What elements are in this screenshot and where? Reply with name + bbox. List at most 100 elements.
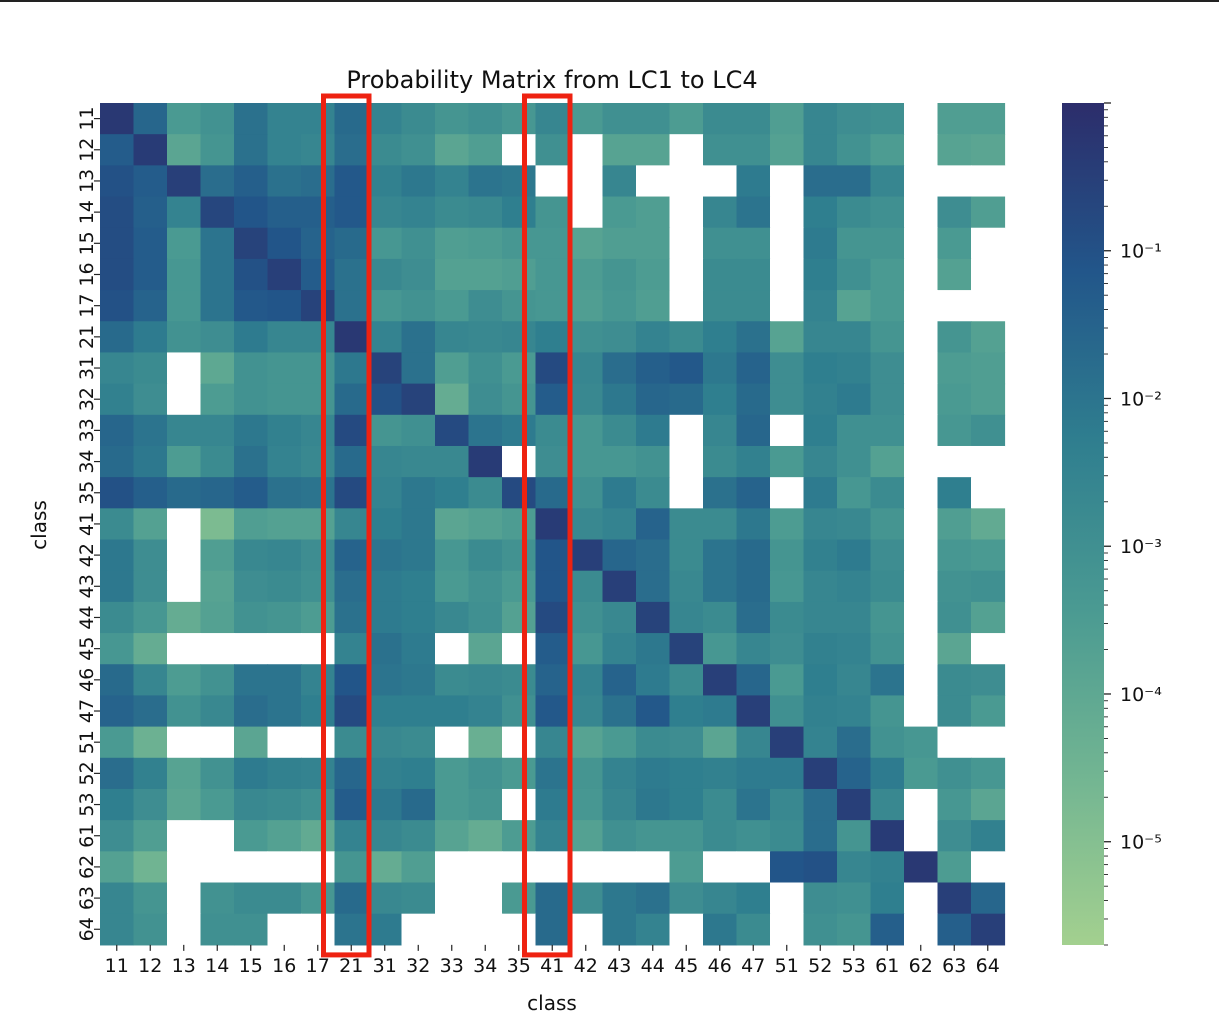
heatmap-cell-63-42 [569,882,604,915]
heatmap-cell-33-52 [803,414,838,447]
heatmap-cell-43-16 [267,570,302,603]
heatmap-cell-41-34 [468,508,503,541]
y-tick-label-64: 64 [76,917,98,941]
heatmap-cell-45-33 [435,633,470,665]
heatmap-cell-41-42 [569,508,604,541]
heatmap-cell-64-11 [100,913,135,946]
heatmap-cell-15-61 [870,227,905,260]
x-tick-label-53: 53 [842,955,866,977]
heatmap-cell-51-21 [334,726,369,759]
heatmap-cell-34-14 [200,445,235,478]
heatmap-cell-17-21 [334,290,369,322]
heatmap-cell-33-32 [401,414,436,447]
heatmap-cell-45-53 [837,633,872,665]
heatmap-cell-52-13 [167,757,202,790]
heatmap-cell-15-41 [535,227,570,260]
heatmap-cell-33-46 [703,414,738,447]
heatmap-cell-62-14 [200,851,235,884]
heatmap-cell-33-12 [133,414,168,447]
heatmap-cell-33-47 [736,414,771,447]
heatmap-cell-64-12 [133,913,168,946]
heatmap-cell-35-11 [100,477,135,509]
heatmap-cell-61-45 [669,820,704,852]
heatmap-cell-21-17 [301,321,336,354]
heatmap-cell-41-15 [234,508,269,541]
heatmap-cell-17-31 [368,290,403,322]
y-axis-ticks: 11 12 13 14 15 16 17 21 31 32 33 34 35 41 42 43 44 45 46 47… [76,106,100,941]
heatmap-cell-47-32 [401,695,436,728]
heatmap-cell-12-47 [736,134,771,166]
heatmap-cell-43-11 [100,570,135,603]
x-tick-label-11: 11 [105,955,129,977]
heatmap-cell-53-16 [267,788,302,821]
heatmap-cell-42-41 [535,539,570,572]
heatmap-cell-42-64 [971,539,1006,572]
heatmap-cell-64-52 [803,913,838,946]
heatmap-cell-12-45 [669,134,704,166]
heatmap-cell-42-45 [669,539,704,572]
heatmap-cell-63-43 [602,882,637,915]
heatmap-cell-42-13 [167,539,202,572]
heatmap-cell-47-13 [167,695,202,728]
heatmap-cell-31-63 [937,352,972,385]
heatmap-cell-12-15 [234,134,269,166]
heatmap-cell-32-13 [167,383,202,416]
heatmap-cell-47-34 [468,695,503,728]
heatmap-cell-61-64 [971,820,1006,852]
heatmap-cell-31-34 [468,352,503,385]
heatmap-cell-33-53 [837,414,872,447]
heatmap-cell-17-63 [937,290,972,322]
heatmap-cell-31-35 [502,352,537,385]
heatmap-cell-46-34 [468,664,503,697]
heatmap-cell-42-53 [837,539,872,572]
heatmap-cell-53-52 [803,788,838,821]
colorbar-tick-label: 10⁻² [1120,388,1162,410]
heatmap-cell-64-51 [770,913,805,946]
heatmap-cell-52-43 [602,757,637,790]
heatmap-cell-53-41 [535,788,570,821]
heatmap-cell-35-17 [301,477,336,509]
heatmap-cell-12-64 [971,134,1006,166]
heatmap-cell-52-64 [971,757,1006,790]
heatmap-cell-52-34 [468,757,503,790]
heatmap-cell-42-34 [468,539,503,572]
heatmap-cell-41-12 [133,508,168,541]
heatmap-cell-61-11 [100,820,135,852]
heatmap-cell-31-42 [569,352,604,385]
heatmap-cell-14-16 [267,196,302,229]
heatmap-cell-47-21 [334,695,369,728]
heatmap-cell-62-61 [870,851,905,884]
heatmap-cell-32-11 [100,383,135,416]
heatmap-cell-11-32 [401,103,436,135]
heatmap-cell-46-41 [535,664,570,697]
heatmap-cell-41-35 [502,508,537,541]
heatmap-cell-12-31 [368,134,403,166]
heatmap-cell-34-12 [133,445,168,478]
heatmap-cell-15-12 [133,227,168,260]
heatmap-cell-53-33 [435,788,470,821]
heatmap-cell-34-52 [803,445,838,478]
heatmap-cell-32-32 [401,383,436,416]
heatmap-cell-41-17 [301,508,336,541]
heatmap-cell-17-12 [133,290,168,322]
heatmap-cell-47-15 [234,695,269,728]
x-tick-label-35: 35 [507,955,531,977]
heatmap-cell-43-62 [904,570,939,603]
heatmap-cell-64-35 [502,913,537,946]
heatmap-cell-61-13 [167,820,202,852]
heatmap-cell-35-61 [870,477,905,509]
heatmap-cell-51-47 [736,726,771,759]
heatmap-cell-64-43 [602,913,637,946]
heatmap-cell-64-21 [334,913,369,946]
heatmap-cell-32-46 [703,383,738,416]
heatmap-cell-62-51 [770,851,805,884]
heatmap-cell-14-44 [636,196,671,229]
heatmap-cell-63-52 [803,882,838,915]
heatmap-cell-52-32 [401,757,436,790]
heatmap-cell-35-13 [167,477,202,509]
heatmap-cell-11-52 [803,103,838,135]
x-axis-label: class [527,991,577,1015]
heatmap-cell-44-17 [301,601,336,634]
heatmap-cell-17-17 [301,290,336,322]
heatmap-cell-42-46 [703,539,738,572]
